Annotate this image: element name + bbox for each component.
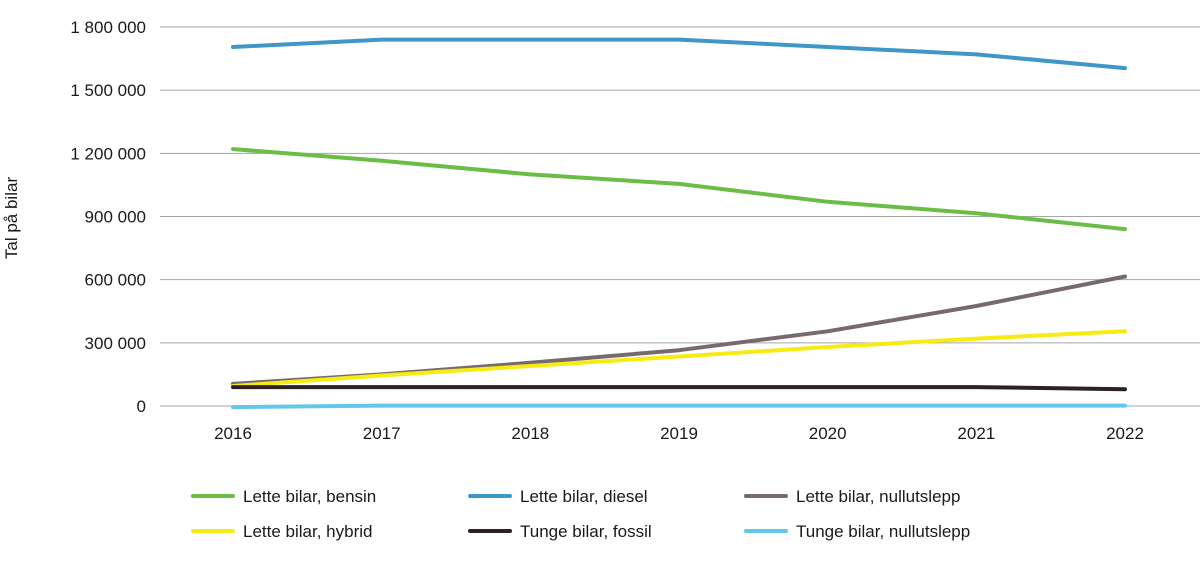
legend-item: Lette bilar, diesel [468, 487, 648, 506]
x-tick-label: 2021 [957, 424, 995, 443]
y-tick-label: 900 000 [85, 208, 146, 227]
legend-label: Tunge bilar, nullutslepp [796, 522, 970, 541]
series-line-lette-bilar-hybrid [231, 329, 1127, 388]
gridlines [160, 26, 1200, 407]
x-tick-label: 2020 [809, 424, 847, 443]
x-tick-label: 2017 [363, 424, 401, 443]
legend-label: Lette bilar, bensin [243, 487, 376, 506]
legend-item: Lette bilar, bensin [191, 487, 376, 506]
x-axis-ticks: 2016 2017 2018 2019 2020 2021 2022 [214, 424, 1144, 443]
y-tick-label: 300 000 [85, 334, 146, 353]
series-line-lette-bilar-diesel [231, 37, 1127, 71]
y-tick-label: 1 500 000 [70, 81, 146, 100]
y-tick-label: 1 800 000 [70, 18, 146, 37]
y-tick-label: 600 000 [85, 271, 146, 290]
x-tick-label: 2022 [1106, 424, 1144, 443]
y-axis-ticks: 0 300 000 600 000 900 000 1 200 000 1 500 000… [70, 18, 146, 416]
y-tick-label: 1 200 000 [70, 144, 146, 163]
legend-item: Tunge bilar, fossil [468, 522, 652, 541]
legend-item: Lette bilar, nullutslepp [744, 487, 960, 506]
legend-item: Tunge bilar, nullutslepp [744, 522, 970, 541]
legend: Lette bilar, bensin Lette bilar, diesel Le… [191, 487, 970, 541]
series-line-tunge-bilar-fossil [231, 385, 1127, 392]
legend-label: Lette bilar, nullutslepp [796, 487, 960, 506]
x-tick-label: 2018 [511, 424, 549, 443]
legend-item: Lette bilar, hybrid [191, 522, 372, 541]
series-line-tunge-bilar-nullutslepp [231, 403, 1127, 410]
series-line-lette-bilar-nullutslepp [231, 274, 1127, 386]
legend-label: Lette bilar, diesel [520, 487, 648, 506]
x-tick-label: 2019 [660, 424, 698, 443]
series-line-lette-bilar-bensin [231, 147, 1127, 232]
y-tick-label: 0 [137, 397, 146, 416]
series-lines [231, 37, 1127, 410]
legend-label: Lette bilar, hybrid [243, 522, 372, 541]
x-tick-label: 2016 [214, 424, 252, 443]
legend-label: Tunge bilar, fossil [520, 522, 652, 541]
y-axis-title: Tal på bilar [2, 177, 21, 260]
